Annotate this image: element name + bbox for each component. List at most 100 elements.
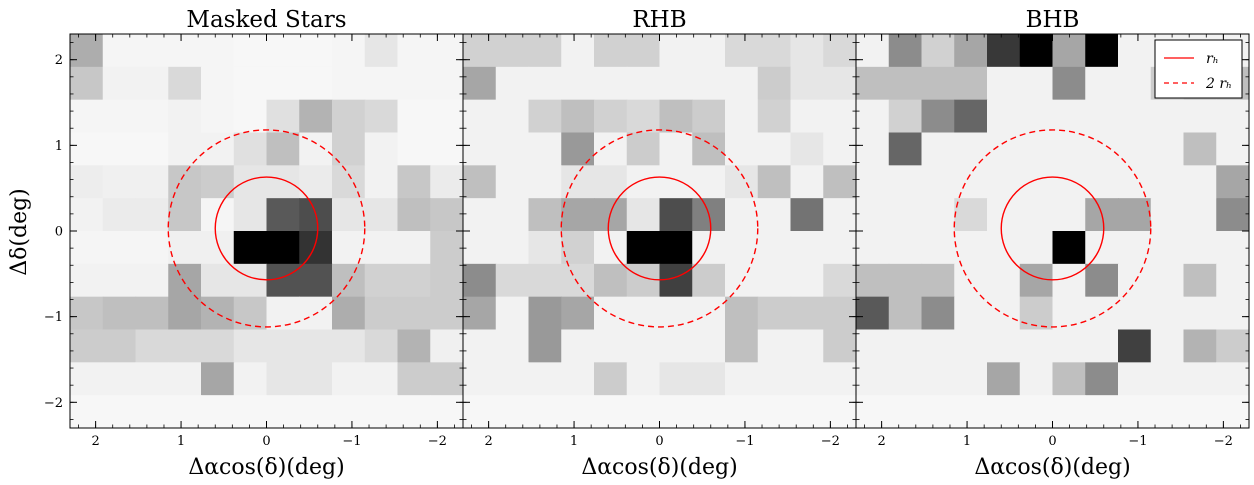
heatmap-cell	[594, 34, 628, 68]
heatmap-cell	[725, 34, 759, 68]
heatmap-cell	[266, 296, 300, 331]
x-tick-label: 2	[91, 434, 99, 449]
heatmap-cell	[1085, 66, 1119, 101]
heatmap-cell	[790, 34, 824, 68]
heatmap-cell	[823, 132, 856, 166]
heatmap-cell	[70, 165, 104, 199]
heatmap-cell	[70, 263, 104, 298]
heatmap-cell	[1118, 329, 1152, 363]
heatmap-cell	[626, 34, 661, 68]
heatmap-cell	[463, 329, 497, 363]
circle-rh	[1000, 176, 1105, 281]
heatmap-cell	[1085, 231, 1119, 265]
heatmap-cell	[1216, 263, 1249, 298]
heatmap-cell	[823, 231, 856, 265]
heatmap-cell	[626, 198, 661, 232]
heatmap-cell	[70, 198, 104, 232]
heatmap-cell	[135, 395, 169, 428]
heatmap-cell	[528, 66, 562, 101]
heatmap-cell	[626, 362, 661, 396]
heatmap-cell	[233, 66, 268, 101]
heatmap-cell	[1118, 395, 1152, 428]
x-tick-label: −1	[1128, 434, 1147, 449]
heatmap-cell	[332, 132, 366, 166]
heatmap-cell	[659, 99, 693, 134]
heatmap-cell	[201, 263, 235, 298]
heatmap-cell	[561, 198, 595, 232]
y-tick-label: 0	[55, 225, 63, 240]
heatmap-cell	[102, 66, 137, 101]
heatmap-cell	[397, 198, 431, 232]
heatmap-cell	[987, 198, 1021, 232]
heatmap-cell	[528, 395, 562, 428]
heatmap-cell	[495, 362, 530, 396]
heatmap-cell	[823, 34, 856, 68]
heatmap-cell	[757, 132, 792, 166]
heatmap-cell	[1118, 34, 1152, 68]
heatmap-cell	[70, 231, 104, 265]
heatmap-cell	[135, 198, 169, 232]
heatmap-cell	[823, 362, 856, 396]
heatmap-cell	[1085, 362, 1119, 396]
heatmap-cell	[266, 99, 300, 134]
heatmap-cell	[790, 198, 824, 232]
ticks: 2 1 0 −1 −2	[856, 34, 1249, 449]
heatmap-cell	[135, 263, 169, 298]
heatmap-cell	[463, 198, 497, 232]
heatmap-cell	[888, 231, 923, 265]
heatmap-cell	[561, 329, 595, 363]
heatmap-cell	[430, 329, 463, 363]
heatmap-cell	[1052, 362, 1086, 396]
heatmap-cell	[397, 66, 431, 101]
heatmap-cell	[1118, 99, 1152, 134]
x-tick-label: 1	[570, 434, 578, 449]
x-tick-label: −1	[735, 434, 754, 449]
heatmap-cell	[790, 263, 824, 298]
heatmap-cell	[856, 263, 890, 298]
heatmap-cell	[233, 165, 268, 199]
x-axis-label: Δαcos(δ)(deg)	[974, 455, 1130, 480]
heatmap-cell	[757, 362, 792, 396]
heatmap-cell	[233, 362, 268, 396]
heatmap-cell	[921, 263, 955, 298]
heatmap-cell	[1019, 198, 1054, 232]
x-tick-label: 2	[484, 434, 492, 449]
heatmap-cell	[463, 231, 497, 265]
heatmap-cell	[1216, 329, 1249, 363]
heatmap-cell	[233, 99, 268, 134]
heatmap-cell	[266, 263, 300, 298]
heatmap-cell	[1052, 231, 1086, 265]
heatmap-cell	[790, 395, 824, 428]
heatmap-cell	[659, 329, 693, 363]
heatmap-cell	[364, 263, 399, 298]
heatmap-cell	[954, 34, 988, 68]
heatmap-cell	[332, 362, 366, 396]
heatmap-cell	[1216, 362, 1249, 396]
heatmap-cell	[823, 198, 856, 232]
heatmap-cell	[168, 362, 202, 396]
heatmap-cell	[561, 231, 595, 265]
heatmap-cell	[626, 132, 661, 166]
heatmap-cell	[495, 66, 530, 101]
heatmap-cell	[102, 362, 137, 396]
heatmap-cell	[921, 198, 955, 232]
heatmap-cell	[1118, 296, 1152, 331]
heatmap-cell	[561, 395, 595, 428]
legend-box	[1154, 39, 1243, 99]
y-tick-label: −1	[44, 310, 63, 325]
heatmap-cell	[364, 231, 399, 265]
heatmap-cell	[888, 362, 923, 396]
heatmap-cell	[921, 395, 955, 428]
heatmap-cell	[594, 99, 628, 134]
heatmap-cell	[1085, 34, 1119, 68]
panel-0: 2 1 0 −1 −2 −2 −1 0 1 2 Masked Stars Δαcos(δ)(deg)	[44, 7, 464, 480]
heatmap-cell	[463, 99, 497, 134]
heatmap-cell	[856, 362, 890, 396]
heatmap-cell	[954, 395, 988, 428]
heatmap-cell	[495, 132, 530, 166]
heatmap-cell	[168, 34, 202, 68]
heatmap-cell	[561, 165, 595, 199]
heatmap-cell	[168, 99, 202, 134]
heatmap-cell	[626, 66, 661, 101]
heatmap-cell	[757, 198, 792, 232]
